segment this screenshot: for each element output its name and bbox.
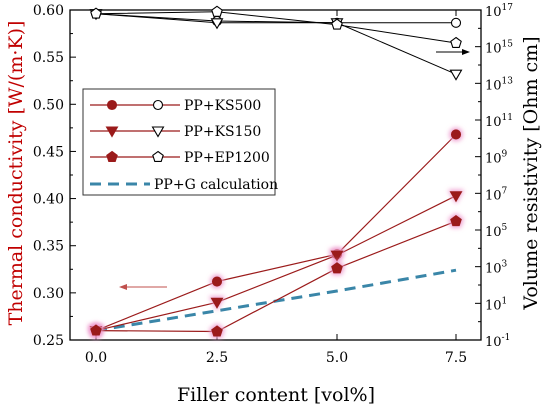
y-right-tick-label: 10-1 bbox=[485, 333, 510, 350]
y-left-tick-label: 0.60 bbox=[33, 3, 64, 19]
y-right-tick-label: 101 bbox=[485, 296, 507, 313]
y-right-tick-label: 107 bbox=[485, 186, 508, 203]
x-tick-label: 5.0 bbox=[326, 350, 348, 366]
thermal-point bbox=[211, 325, 223, 337]
thermal-point bbox=[330, 250, 344, 262]
resistivity-line bbox=[95, 13, 457, 75]
resistivity-point bbox=[211, 5, 223, 17]
resistivity-point bbox=[210, 18, 224, 30]
legend-resistivity-marker bbox=[152, 150, 164, 162]
y-right-tick-label: 105 bbox=[485, 223, 508, 240]
resistivity-point bbox=[450, 17, 462, 28]
y-left-tick-label: 0.40 bbox=[33, 192, 64, 208]
thermal-point bbox=[211, 276, 223, 287]
y-left-tick-label: 0.50 bbox=[33, 97, 64, 113]
y-right-tick-label: 109 bbox=[485, 150, 508, 167]
series-layer bbox=[87, 5, 465, 339]
thermal-point bbox=[450, 215, 462, 227]
legend-label: PP+KS150 bbox=[184, 124, 261, 140]
thermal-line bbox=[95, 195, 457, 332]
resistivity-line bbox=[95, 13, 456, 24]
legend: PP+KS500 PP+KS150 PP+EP1200 PP+G calculatio… bbox=[82, 88, 278, 196]
thermal-point bbox=[90, 324, 102, 336]
x-tick-label: 2.5 bbox=[206, 350, 228, 366]
y-left-tick-label: 0.25 bbox=[33, 333, 64, 349]
resistivity-line bbox=[95, 11, 457, 44]
resistivity-point bbox=[449, 69, 463, 81]
y-right-tick-label: 1013 bbox=[485, 76, 513, 93]
calc-line bbox=[95, 268, 457, 333]
y-left-tick-label: 0.35 bbox=[33, 239, 64, 255]
y-left-tick-label: 0.30 bbox=[33, 286, 64, 302]
axis-ticks: 0.0 2.5 5.0 7.5 0.25 0.30 0.35 0.40 0.45 0.50 0.55… bbox=[33, 3, 513, 366]
thermal-line bbox=[95, 134, 457, 332]
y-right-tick-label: 1015 bbox=[485, 40, 513, 57]
thermal-line bbox=[95, 220, 457, 333]
thermal-point bbox=[331, 262, 343, 274]
y-left-tick-label: 0.45 bbox=[33, 144, 64, 160]
y-right-tick-label: 1011 bbox=[485, 113, 513, 130]
thermal-point bbox=[210, 297, 224, 309]
y-right-tick-label: 1017 bbox=[485, 3, 513, 20]
y-axis-right-title: Volume resistivity [Ohm cm] bbox=[520, 36, 542, 310]
y-left-tick-label: 0.55 bbox=[33, 50, 64, 66]
y-axis-left-title: Thermal conductivity [W/(m·K)] bbox=[5, 21, 27, 326]
resistivity-point bbox=[450, 36, 462, 48]
resistivity-point bbox=[331, 18, 343, 30]
legend-thermal-marker bbox=[106, 150, 118, 162]
legend-label: PP+G calculation bbox=[154, 177, 278, 193]
legend-thermal-marker bbox=[106, 99, 118, 111]
left-axis-arrow bbox=[119, 284, 167, 290]
thermal-point bbox=[450, 129, 462, 140]
right-axis-arrow bbox=[436, 49, 470, 55]
legend-thermal-marker bbox=[105, 126, 119, 138]
legend-resistivity-marker bbox=[152, 99, 164, 111]
x-tick-label: 0.0 bbox=[85, 350, 107, 366]
legend-label: PP+KS500 bbox=[184, 98, 261, 114]
x-tick-label: 7.5 bbox=[445, 350, 467, 366]
legend-resistivity-marker bbox=[151, 126, 165, 138]
legend-label: PP+EP1200 bbox=[184, 150, 270, 166]
x-axis-title: Filler content [vol%] bbox=[177, 384, 375, 406]
y-right-tick-label: 103 bbox=[485, 260, 508, 277]
resistivity-point bbox=[90, 7, 102, 19]
thermal-point bbox=[449, 191, 463, 203]
